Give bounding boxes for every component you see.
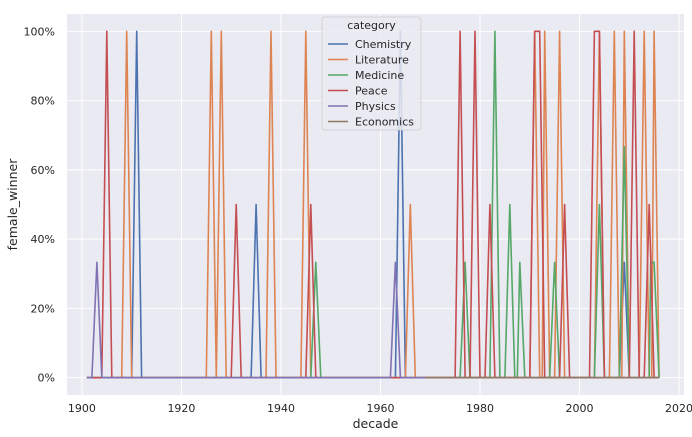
y-tick-label: 80% — [31, 95, 55, 108]
legend-label-medicine: Medicine — [355, 69, 404, 82]
x-axis-ticks: 1900 1920 1940 1960 1980 2000 2020 — [68, 402, 692, 415]
x-tick-label: 1920 — [167, 402, 195, 415]
legend-label-chemistry: Chemistry — [355, 38, 412, 51]
y-axis-label: female_winner — [5, 158, 20, 251]
y-tick-label: 60% — [31, 164, 55, 177]
y-axis-ticks: 0% 20% 40% 60% 80% 100% — [24, 25, 55, 384]
x-tick-label: 1960 — [366, 402, 394, 415]
series-layer — [86, 30, 660, 379]
legend-label-economics: Economics — [355, 116, 414, 129]
legend-label-physics: Physics — [355, 100, 396, 113]
y-tick-label: 40% — [31, 233, 55, 246]
legend-label-literature: Literature — [355, 54, 409, 67]
legend-title: category — [347, 19, 396, 32]
legend-label-peace: Peace — [355, 85, 388, 98]
x-tick-label: 1900 — [68, 402, 96, 415]
x-tick-label: 2000 — [566, 402, 594, 415]
x-tick-label: 2020 — [665, 402, 692, 415]
x-axis-label: decade — [353, 416, 399, 431]
y-tick-label: 100% — [24, 25, 55, 38]
y-tick-label: 0% — [38, 372, 55, 385]
legend: category Chemistry Literature Medicine Peac… — [321, 16, 422, 131]
x-tick-label: 1940 — [267, 402, 295, 415]
y-tick-label: 20% — [31, 302, 55, 315]
series-line-physics — [86, 261, 660, 379]
x-tick-label: 1980 — [466, 402, 494, 415]
legend-box — [321, 16, 422, 131]
